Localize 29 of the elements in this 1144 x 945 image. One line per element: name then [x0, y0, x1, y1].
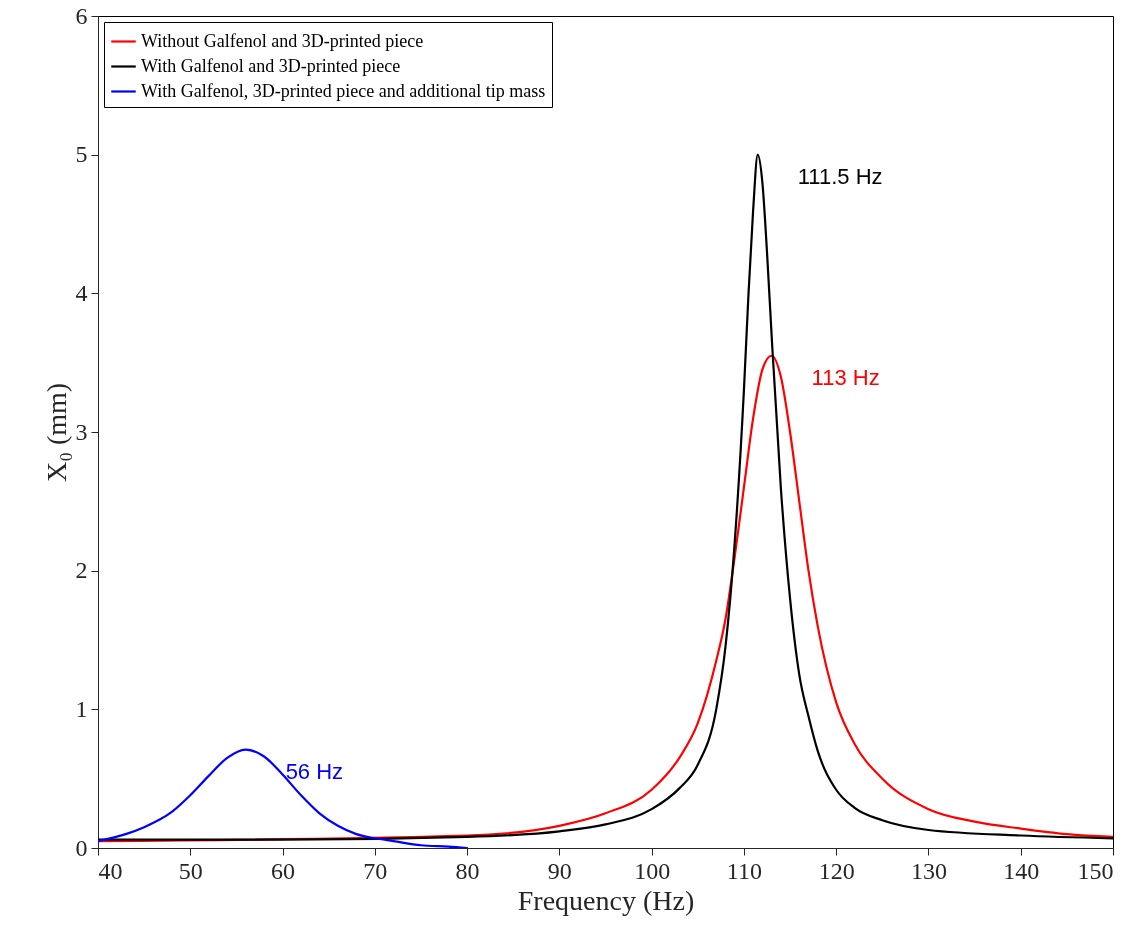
- annotation: 113 Hz: [811, 364, 880, 390]
- annotation: 56 Hz: [285, 758, 344, 784]
- annotation: 111.5 Hz: [797, 163, 883, 189]
- x-axis-title: Frequency (Hz): [517, 884, 695, 916]
- line-series: [98, 354, 1113, 843]
- y-tick-label: 5: [75, 141, 88, 168]
- y-tick-label: 4: [75, 279, 88, 306]
- y-tick-label: 2: [75, 557, 88, 584]
- x-tick-label: 80: [455, 857, 480, 884]
- x-tick-label: 70: [363, 857, 388, 884]
- legend-label: With Galfenol and 3D-printed piece: [141, 55, 401, 76]
- x-tick-label: 90: [547, 857, 572, 884]
- legend-label: With Galfenol, 3D-printed piece and additional tip mass: [141, 80, 546, 101]
- x-tick-label: 40: [98, 857, 123, 884]
- x-tick-label: 110: [726, 857, 762, 884]
- y-tick-label: 6: [75, 2, 88, 29]
- y-axis-title: X₀ (mm): [40, 382, 72, 483]
- x-tick-label: 100: [634, 857, 671, 884]
- x-tick-label: 60: [271, 857, 296, 884]
- x-tick-label: 150: [1077, 857, 1114, 884]
- y-tick-label: 1: [75, 695, 88, 722]
- x-tick-label: 130: [910, 857, 947, 884]
- x-tick-label: 140: [1003, 857, 1040, 884]
- x-tick-label: 120: [818, 857, 855, 884]
- y-tick-label: 3: [75, 418, 88, 445]
- line-series: [98, 748, 469, 848]
- x-tick-label: 50: [178, 857, 203, 884]
- legend-label: Without Galfenol and 3D-printed piece: [141, 30, 424, 51]
- y-tick-label: 0: [75, 834, 88, 861]
